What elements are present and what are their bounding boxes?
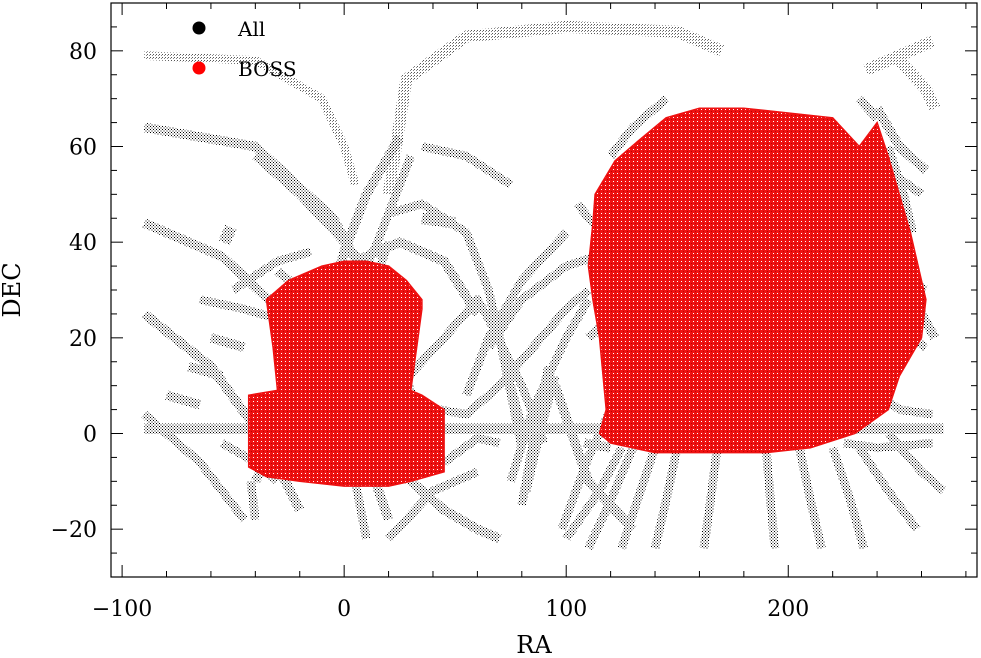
- all-points-strip-45: [795, 446, 826, 550]
- all-points-strip-14: [396, 468, 502, 544]
- legend-label-boss: BOSS: [238, 57, 297, 81]
- legend: All BOSS: [192, 17, 297, 81]
- all-points-strip-15: [385, 467, 480, 542]
- all-points-strip-41: [617, 446, 660, 550]
- all-points-strip-1: [144, 51, 360, 186]
- x-tick-label: −100: [92, 597, 152, 622]
- y-tick-label: 20: [69, 327, 97, 352]
- all-points-strip-37: [246, 480, 260, 521]
- x-tick-label: 0: [337, 597, 351, 622]
- y-axis-label: DEC: [0, 262, 26, 317]
- y-tick-label: 80: [69, 40, 97, 65]
- all-points-strip-43: [699, 447, 722, 549]
- y-tick-label: −20: [51, 518, 97, 543]
- all-points-strip-32: [209, 333, 246, 353]
- x-axis-ticks: −100 0 100 200: [92, 3, 809, 622]
- boss-region-1: [587, 107, 927, 454]
- all-points-strip-34: [165, 390, 202, 410]
- all-points-strip-47: [855, 445, 921, 532]
- legend-label-all: All: [237, 17, 265, 41]
- all-points-strip-40: [584, 446, 637, 551]
- all-points-strip-28: [421, 212, 457, 229]
- all-points-strip-62: [855, 95, 881, 122]
- all-points-strip-39: [562, 445, 626, 542]
- all-points-strip-56: [884, 145, 917, 234]
- all-points-strip-27: [420, 142, 514, 189]
- x-axis-label: RA: [516, 631, 552, 658]
- all-points-strip-31: [230, 247, 312, 294]
- legend-marker-all: [192, 21, 206, 35]
- series-boss-region: [247, 107, 927, 487]
- all-points-strip-63: [894, 56, 941, 111]
- all-points-strip-54: [843, 438, 933, 453]
- legend-marker-boss: [192, 61, 206, 75]
- all-points-strip-49: [872, 105, 930, 174]
- all-points-strip-60: [607, 95, 669, 159]
- all-points-strip-7: [141, 411, 248, 523]
- boss-region-0: [247, 260, 445, 487]
- all-points-strip-38: [218, 224, 237, 246]
- all-points-strip-2: [382, 20, 724, 196]
- minor-ticks: [111, 2, 977, 578]
- plot-area: [141, 20, 947, 551]
- y-tick-label: 40: [69, 231, 97, 256]
- all-points-strip-16: [441, 434, 501, 466]
- all-points-strip-57: [583, 438, 612, 453]
- y-axis-ticks: −20 0 20 40 60 80: [51, 40, 977, 543]
- all-points-strip-23: [517, 365, 553, 507]
- all-points-strip-44: [761, 447, 780, 549]
- all-points-strip-13: [387, 199, 531, 445]
- y-tick-label: 60: [69, 136, 97, 161]
- all-points-strip-33: [187, 361, 224, 381]
- y-tick-label: 0: [83, 423, 97, 448]
- all-points-strip-3: [863, 35, 935, 76]
- x-tick-label: 200: [767, 597, 809, 622]
- all-points-strip-36: [198, 295, 279, 323]
- x-tick-label: 100: [545, 597, 587, 622]
- all-points-strip-46: [828, 446, 868, 550]
- all-points-strip-42: [650, 446, 682, 550]
- all-points-strip-25: [550, 384, 637, 533]
- all-points-strip-18: [462, 229, 570, 397]
